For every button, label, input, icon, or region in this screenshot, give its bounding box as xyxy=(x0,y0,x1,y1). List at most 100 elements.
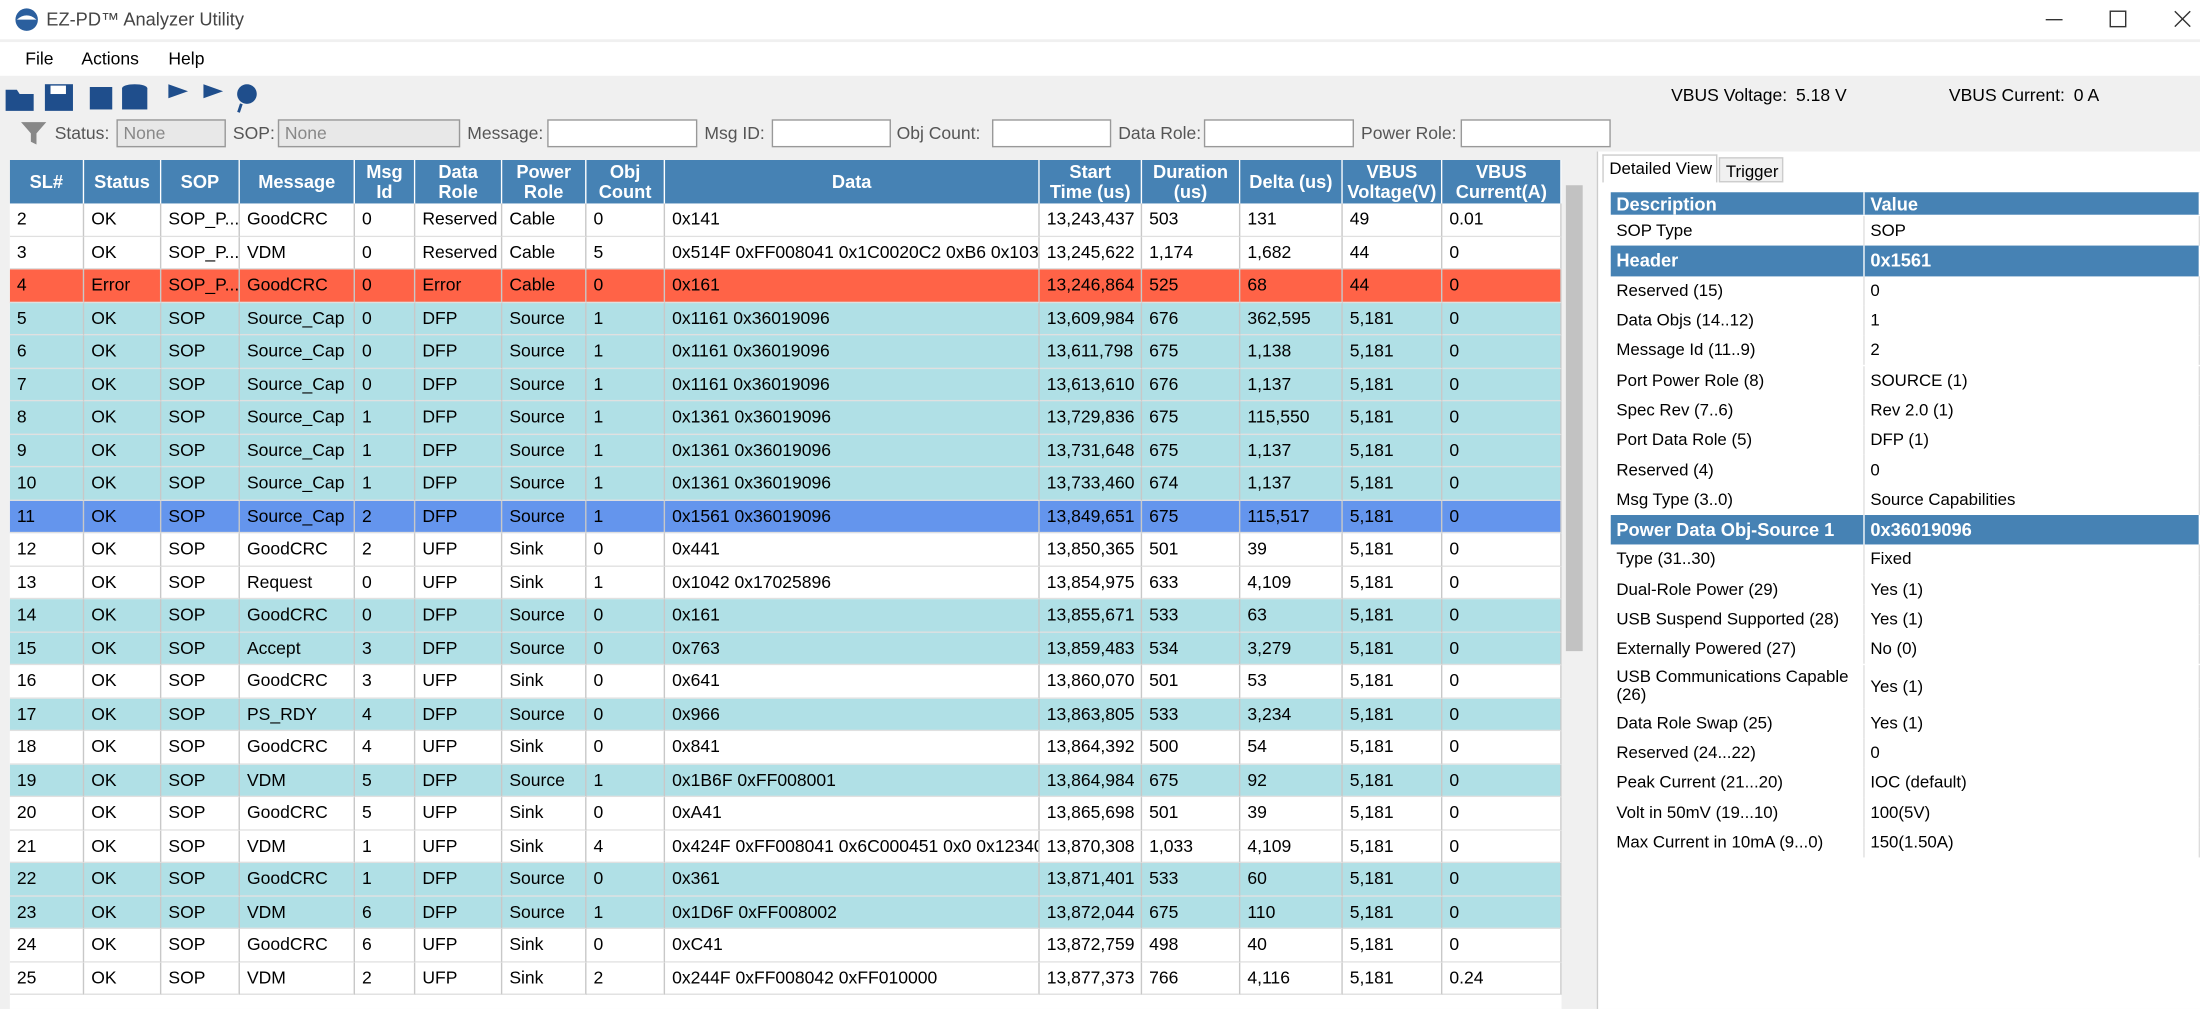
table-row[interactable] xyxy=(9,566,1562,600)
sop-combo[interactable]: None xyxy=(277,119,461,148)
scrollbar[interactable] xyxy=(1561,159,1587,1009)
table-cell: 2 xyxy=(586,961,666,995)
table-cell: OK xyxy=(84,368,162,402)
table-cell: 7 xyxy=(9,368,85,402)
table-cell: 0 xyxy=(586,731,666,765)
table-row[interactable] xyxy=(9,731,1562,765)
table-cell: Error xyxy=(84,269,162,303)
table-cell: Source xyxy=(502,698,587,732)
column-header[interactable]: Data xyxy=(665,159,1040,204)
scroll-thumb[interactable] xyxy=(1565,185,1583,652)
menu-item[interactable]: File xyxy=(25,49,54,69)
table-row[interactable] xyxy=(9,961,1562,995)
table-row[interactable] xyxy=(9,896,1562,929)
table-row[interactable] xyxy=(9,797,1562,831)
table-row[interactable] xyxy=(9,698,1562,732)
table-row[interactable] xyxy=(9,665,1562,699)
table-row[interactable] xyxy=(9,830,1562,864)
column-header[interactable]: Status xyxy=(84,159,162,204)
table-cell: Sink xyxy=(502,533,587,567)
table-row[interactable] xyxy=(9,467,1562,501)
table-cell: 0x1561 0x36019096 xyxy=(665,500,1040,534)
tab[interactable]: Trigger xyxy=(1718,157,1784,183)
data-role-input[interactable] xyxy=(1203,119,1354,148)
table-row[interactable] xyxy=(9,632,1562,666)
obj-count-input[interactable] xyxy=(991,119,1112,148)
table-cell: 0 xyxy=(1442,764,1562,798)
table-cell: 0 xyxy=(1442,896,1562,929)
table-row[interactable] xyxy=(9,500,1562,534)
table-row[interactable] xyxy=(9,236,1562,270)
table-cell: 1 xyxy=(586,500,666,534)
table-cell: Source xyxy=(502,599,587,633)
table-row[interactable] xyxy=(9,928,1562,962)
table-cell: OK xyxy=(84,203,162,237)
table-cell: DFP xyxy=(415,698,503,732)
table-cell: Source_Cap xyxy=(239,434,355,468)
table-row[interactable] xyxy=(9,434,1562,468)
table-cell: Source xyxy=(502,500,587,534)
table-row[interactable] xyxy=(9,863,1562,897)
table-cell: 0 xyxy=(354,203,416,237)
table-cell: 115,550 xyxy=(1240,401,1343,435)
column-header[interactable]: Power Role xyxy=(502,159,587,204)
filter-icon[interactable] xyxy=(20,121,48,146)
table-cell: Source xyxy=(502,764,587,798)
table-row[interactable] xyxy=(9,335,1562,369)
column-header[interactable]: SL# xyxy=(9,159,85,204)
column-header[interactable]: Data Role xyxy=(415,159,503,204)
table-row[interactable] xyxy=(9,368,1562,402)
table-cell: 92 xyxy=(1240,764,1343,798)
table-cell: 0 xyxy=(1442,928,1562,962)
detail-header[interactable]: Description xyxy=(1610,192,1865,215)
table-row[interactable] xyxy=(9,302,1562,336)
detail-cell: USB Communications Capable (26) xyxy=(1610,664,1865,708)
table-cell: DFP xyxy=(415,467,503,501)
detail-cell: Yes (1) xyxy=(1864,574,2200,605)
table-row[interactable] xyxy=(9,203,1562,237)
table-cell: VDM xyxy=(239,961,355,995)
table-row[interactable] xyxy=(9,269,1562,303)
power-role-input[interactable] xyxy=(1460,119,1611,148)
table-cell: 0x1042 0x17025896 xyxy=(665,566,1040,600)
table-row[interactable] xyxy=(9,599,1562,633)
table-cell: 5,181 xyxy=(1342,302,1443,336)
column-header[interactable]: SOP xyxy=(161,159,240,204)
column-header[interactable]: Message xyxy=(239,159,355,204)
detail-header[interactable]: Value xyxy=(1864,192,2200,215)
column-header[interactable]: Delta (us) xyxy=(1240,159,1343,204)
table-cell: 0 xyxy=(1442,434,1562,468)
column-header[interactable]: Start Time (us) xyxy=(1039,159,1143,204)
window-controls[interactable] xyxy=(2034,6,2200,34)
column-header[interactable]: Msg Id xyxy=(354,159,416,204)
table-cell: 13,872,759 xyxy=(1039,928,1143,962)
status-combo[interactable]: None xyxy=(116,119,226,148)
table-cell: 1,137 xyxy=(1240,368,1343,402)
msg-id-input[interactable] xyxy=(771,119,891,148)
column-header[interactable]: VBUS Current(A) xyxy=(1442,159,1562,204)
table-cell: 4,109 xyxy=(1240,830,1343,864)
table-cell: Source_Cap xyxy=(239,302,355,336)
table-cell: 1 xyxy=(586,896,666,929)
table-cell: DFP xyxy=(415,302,503,336)
column-header[interactable]: Obj Count xyxy=(586,159,666,204)
table-cell: SOP xyxy=(161,467,240,501)
menu-item[interactable]: Help xyxy=(168,49,205,69)
message-input[interactable] xyxy=(547,119,698,148)
detail-cell: Externally Powered (27) xyxy=(1610,634,1865,665)
sop-label: SOP: xyxy=(232,123,275,144)
table-row[interactable] xyxy=(9,764,1562,798)
column-header[interactable]: Duration (us) xyxy=(1142,159,1241,204)
table-cell: 0 xyxy=(586,863,666,897)
table-cell: Sink xyxy=(502,961,587,995)
table-row[interactable] xyxy=(9,533,1562,567)
table-cell: UFP xyxy=(415,665,503,699)
detail-cell: Source Capabilities xyxy=(1864,485,2200,515)
detail-cell: Data Objs (14..12) xyxy=(1610,305,1865,336)
column-header[interactable]: VBUS Voltage(V) xyxy=(1342,159,1443,204)
tab[interactable]: Detailed View xyxy=(1602,154,1718,183)
toolbar[interactable] xyxy=(3,79,270,115)
table-cell: 0 xyxy=(1442,830,1562,864)
table-row[interactable] xyxy=(9,401,1562,435)
menu-item[interactable]: Actions xyxy=(81,49,139,69)
